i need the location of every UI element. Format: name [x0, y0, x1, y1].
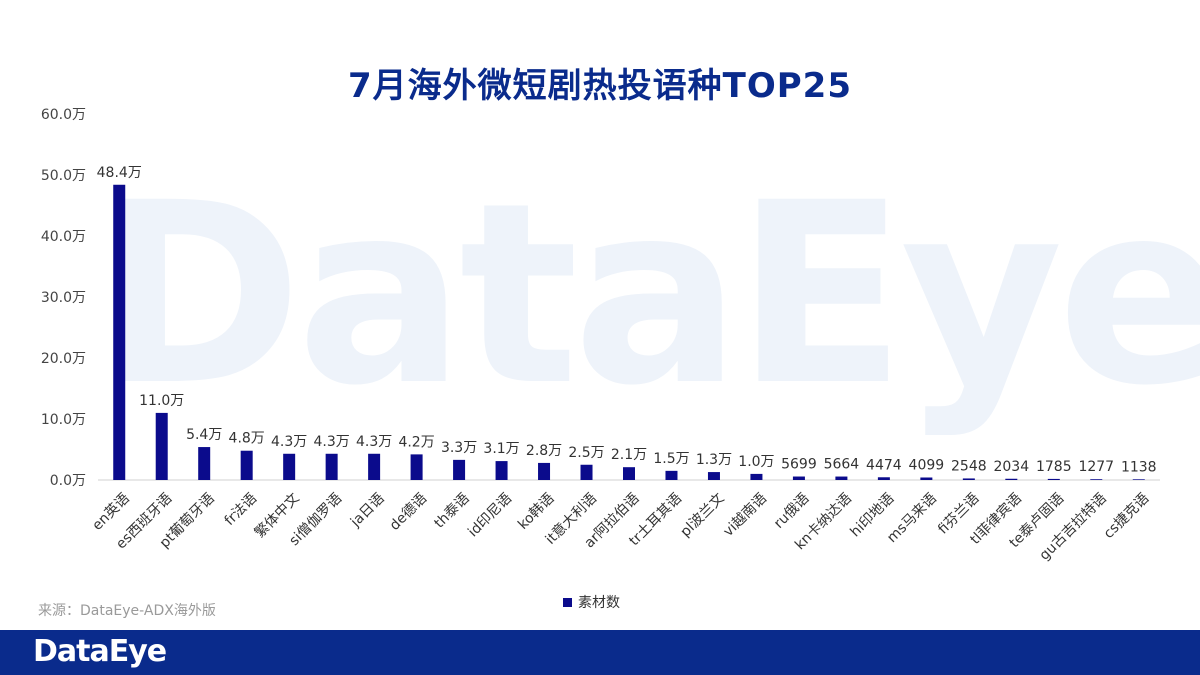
data-label: 3.1万 [483, 441, 519, 457]
data-label: 11.0万 [139, 393, 184, 409]
bar [962, 478, 975, 480]
bar [580, 464, 593, 480]
data-label: 4.3万 [356, 434, 392, 450]
bar [410, 454, 423, 480]
x-tick-label: th泰语 [431, 490, 472, 531]
watermark-logo: DataEye [95, 149, 1200, 440]
legend-label: 素材数 [578, 595, 620, 611]
data-label: 4099 [909, 457, 945, 473]
x-tick-label: fr法语 [222, 490, 261, 529]
data-label: 1138 [1121, 459, 1157, 475]
bar [368, 453, 381, 480]
data-label: 2548 [951, 458, 987, 474]
bar [877, 477, 890, 480]
data-label: 1.3万 [696, 452, 732, 468]
data-label: 4.3万 [314, 434, 350, 450]
data-label: 4.3万 [271, 434, 307, 450]
data-label: 4.2万 [398, 434, 434, 450]
bar [325, 453, 338, 480]
data-label: 4.8万 [229, 431, 265, 447]
bar [665, 470, 678, 480]
x-tick-label: ja日语 [347, 490, 388, 531]
data-label: 3.3万 [441, 440, 477, 456]
y-tick-label: 60.0万 [41, 107, 86, 123]
y-tick-label: 50.0万 [41, 168, 86, 184]
bar [920, 477, 933, 480]
bar-chart: 0.0万10.0万20.0万30.0万40.0万50.0万60.0万48.4万e… [41, 107, 1160, 564]
bar [750, 473, 763, 480]
bar [623, 467, 635, 480]
legend: 素材数 [563, 592, 620, 612]
chart-title: 7月海外微短剧热投语种TOP25 [348, 66, 852, 106]
bar [1005, 478, 1018, 480]
data-label: 2.1万 [611, 447, 647, 463]
y-tick-label: 0.0万 [50, 473, 86, 489]
data-label: 1.0万 [738, 454, 774, 470]
y-tick-label: 40.0万 [41, 229, 86, 245]
bar [198, 447, 211, 480]
bar [707, 472, 720, 480]
bar [1090, 479, 1103, 480]
bar [240, 450, 253, 480]
data-label: 48.4万 [97, 165, 142, 181]
bar [792, 476, 805, 480]
bar [113, 184, 126, 480]
y-tick-label: 10.0万 [41, 412, 86, 428]
data-label: 5699 [781, 457, 817, 473]
data-label: 1277 [1078, 459, 1114, 475]
bar [283, 453, 296, 480]
bar [835, 476, 848, 480]
x-tick-label: vi越南语 [720, 490, 770, 540]
data-label: 5.4万 [186, 427, 222, 443]
x-tick-label: pl波兰文 [678, 490, 728, 540]
bar [495, 461, 508, 480]
bar [453, 459, 466, 480]
data-label: 2.8万 [526, 443, 562, 459]
data-label: 2.5万 [568, 445, 604, 461]
data-label: 4474 [866, 457, 902, 473]
footer-logo: DataEye [33, 634, 167, 669]
data-label: 2034 [993, 459, 1029, 475]
data-label: 1.5万 [653, 451, 689, 467]
x-tick-label: id印尼语 [465, 490, 515, 540]
x-tick-label: cs捷克语 [1101, 490, 1153, 542]
y-tick-label: 20.0万 [41, 351, 86, 367]
x-tick-label: de德语 [387, 490, 430, 533]
source-note: 来源：DataEye-ADX海外版 [38, 603, 216, 619]
bar [155, 412, 168, 480]
bar [1132, 479, 1145, 480]
data-label: 1785 [1036, 459, 1072, 475]
legend-swatch [563, 597, 572, 607]
y-tick-label: 30.0万 [41, 290, 86, 306]
x-tick-label: ru俄语 [771, 490, 812, 531]
data-label: 5664 [824, 457, 860, 473]
bar [538, 462, 551, 480]
bar [1047, 478, 1060, 480]
footer-bar: DataEye [0, 630, 1200, 675]
